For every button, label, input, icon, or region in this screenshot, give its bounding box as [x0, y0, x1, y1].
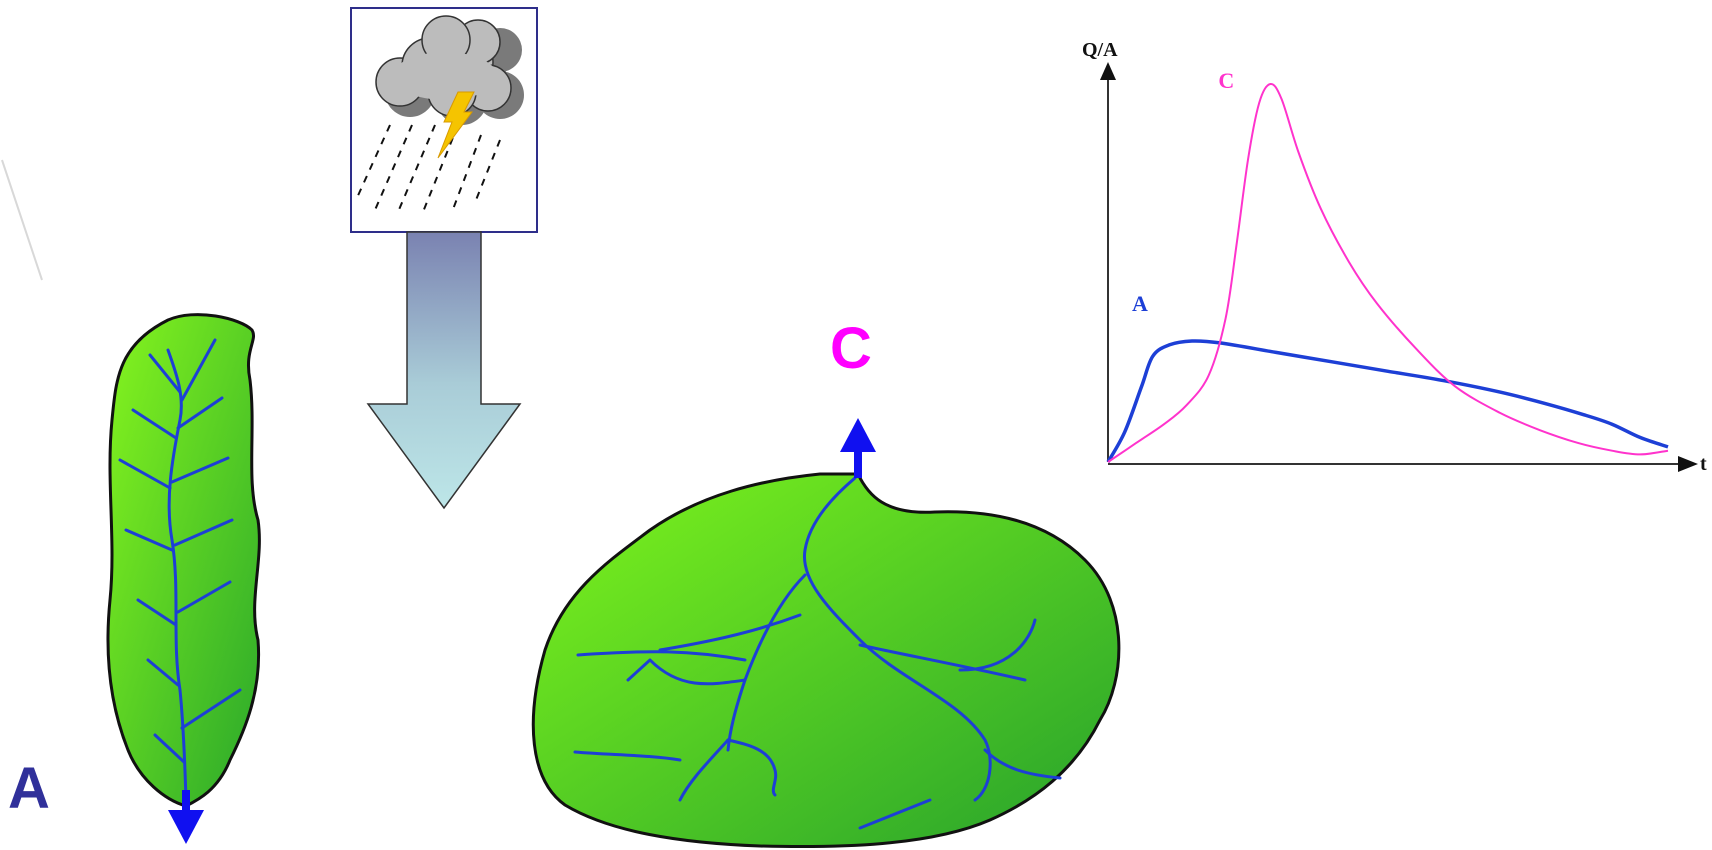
decorative-edge-line [1, 159, 43, 281]
basin-a [106, 313, 261, 844]
basin-c [531, 418, 1121, 849]
lightning-icon [437, 91, 475, 159]
hydrograph-chart: Q/A t AC [1082, 39, 1707, 475]
basin-a-stream-network [118, 338, 242, 802]
x-axis-label: t [1700, 453, 1707, 475]
storm-icon-box [350, 7, 538, 233]
series-line-c [1107, 82, 1669, 463]
x-axis-arrow [1678, 456, 1698, 472]
y-axis-arrow [1100, 62, 1116, 80]
basin-c-stream-network [573, 476, 1062, 830]
basin-a-label: A [8, 756, 50, 821]
series-label-a: A [1132, 291, 1148, 316]
rainfall-arrow [366, 231, 522, 510]
basin-a-outlet-arrow [168, 790, 204, 844]
series-line-a [1106, 339, 1669, 463]
basin-c-shape [531, 472, 1121, 849]
y-axis-label: Q/A [1082, 39, 1118, 61]
series-label-c: C [1218, 68, 1234, 93]
basin-c-outlet-arrow [840, 418, 876, 478]
basin-c-label: C [830, 316, 872, 381]
basin-a-shape [106, 313, 261, 808]
series-layer: AC [1106, 68, 1669, 463]
